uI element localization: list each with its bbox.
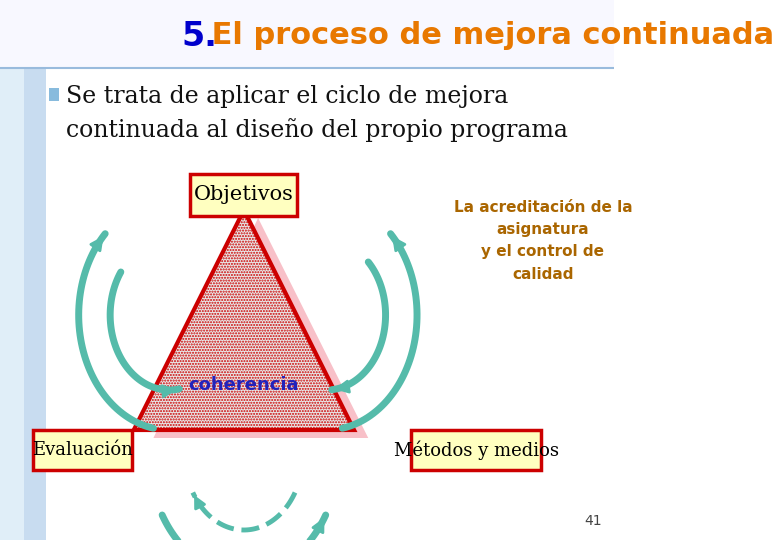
- Text: Evaluación: Evaluación: [32, 441, 133, 459]
- FancyBboxPatch shape: [33, 430, 132, 470]
- FancyBboxPatch shape: [190, 174, 297, 216]
- Bar: [0, 0, 614, 68]
- Text: La acreditación de la
asignatura
y el control de
calidad: La acreditación de la asignatura y el co…: [454, 200, 633, 281]
- Bar: [49, 88, 59, 101]
- Text: continuada al diseño del propio programa: continuada al diseño del propio programa: [66, 118, 568, 142]
- Polygon shape: [133, 210, 354, 430]
- Text: Métodos y medios: Métodos y medios: [394, 440, 558, 460]
- Text: 41: 41: [584, 514, 602, 528]
- Polygon shape: [154, 218, 368, 438]
- Text: Objetivos: Objetivos: [194, 186, 294, 205]
- Text: 5.: 5.: [181, 19, 217, 52]
- FancyBboxPatch shape: [411, 430, 541, 470]
- Bar: [0, 68, 23, 540]
- Text: Se trata de aplicar el ciclo de mejora: Se trata de aplicar el ciclo de mejora: [66, 85, 509, 109]
- Text: El proceso de mejora continuada: El proceso de mejora continuada: [200, 22, 774, 51]
- Bar: [0, 68, 46, 540]
- Text: coherencia: coherencia: [189, 376, 300, 394]
